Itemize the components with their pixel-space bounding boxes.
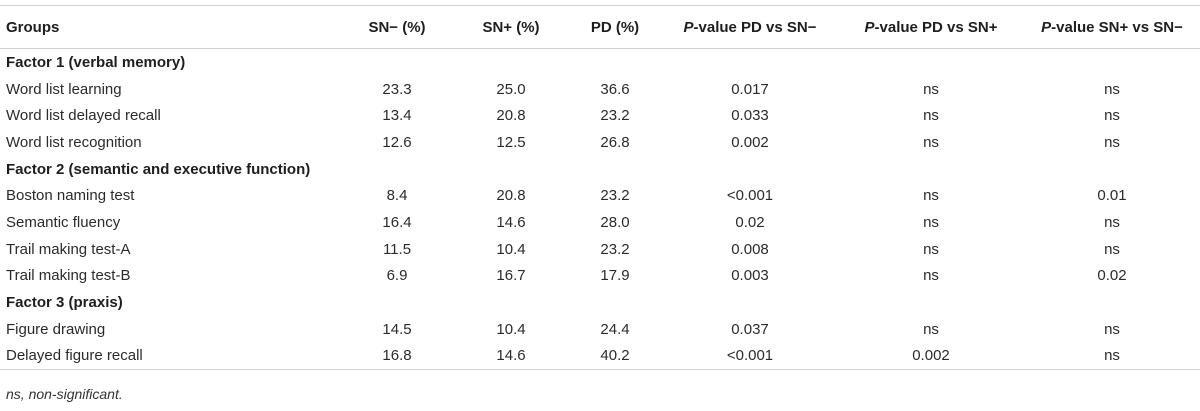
table-cell: 23.2 (600, 187, 630, 205)
table-cell: ns (1104, 213, 1120, 231)
table-cell: 0.033 (731, 107, 769, 125)
table-cell: 14.6 (454, 342, 568, 371)
table-row: Word list delayed recall 13.4 20.8 23.2 0.03… (0, 102, 1200, 129)
table-cell: 23.2 (600, 240, 630, 258)
table-cell: ns (923, 133, 939, 151)
header-sn-plus: SN+ (%) (454, 5, 568, 49)
table-cell: 25.0 (496, 80, 526, 98)
table-cell: ns (923, 240, 939, 258)
table-cell: ns (1104, 240, 1120, 258)
table-cell: <0.001 (662, 342, 838, 371)
table-cell: 16.7 (496, 267, 526, 285)
table-cell: 0.01 (1097, 187, 1127, 205)
table-cell: 12.5 (496, 133, 526, 151)
table-row: Semantic fluency 16.4 14.6 28.0 0.02 ns ns (0, 209, 1200, 236)
table-cell: ns (923, 107, 939, 125)
table-cell: 24.4 (600, 320, 630, 338)
section-header-row: Factor 1 (verbal memory) (0, 49, 1200, 76)
table-cell: ns (1104, 320, 1120, 338)
header-pd: PD (%) (568, 5, 662, 49)
table-cell: 16.4 (382, 213, 412, 231)
table-cell: 26.8 (600, 133, 630, 151)
header-pvalue-pd-vs-sn-plus-text: -value PD vs SN+ (874, 18, 998, 36)
table-cell: 0.017 (731, 80, 769, 98)
table-row: Figure drawing 14.5 10.4 24.4 0.037 ns ns (0, 316, 1200, 343)
table-cell: 23.3 (382, 80, 412, 98)
section-title: Factor 1 (verbal memory) (6, 53, 186, 71)
section-header-row: Factor 3 (praxis) (0, 289, 1200, 316)
header-groups: Groups (0, 5, 340, 49)
table-cell: ns (923, 187, 939, 205)
table-cell: 40.2 (568, 342, 662, 371)
table-cell: 20.8 (496, 187, 526, 205)
header-pvalue-pd-vs-sn-minus-text: -value PD vs SN− (693, 18, 817, 36)
row-label: Figure drawing (6, 320, 106, 338)
row-label: Boston naming test (6, 187, 135, 205)
table-cell: 23.2 (600, 107, 630, 125)
table-cell: 11.5 (382, 240, 412, 258)
header-pvalue-pd-vs-sn-minus: P-value PD vs SN− (662, 5, 838, 49)
table-cell: 28.0 (600, 213, 630, 231)
row-label: Trail making test-B (6, 267, 131, 285)
table-row: Boston naming test 8.4 20.8 23.2 <0.001 ns 0.0… (0, 182, 1200, 209)
table-row: Trail making test-B 6.9 16.7 17.9 0.003 ns 0.0… (0, 263, 1200, 290)
table-body: Factor 1 (verbal memory) Word list learni… (0, 49, 1200, 371)
table-cell: ns (1104, 133, 1120, 151)
header-pvalue-sn-plus-vs-sn-minus-text: -value SN+ vs SN− (1051, 18, 1183, 36)
table-cell: ns (1024, 342, 1200, 371)
table-cell: 0.002 (838, 342, 1024, 371)
table-cell: ns (923, 213, 939, 231)
table-cell: ns (923, 267, 939, 285)
table-cell: 0.002 (731, 133, 769, 151)
table-cell: 17.9 (600, 267, 630, 285)
table-row: Word list recognition 12.6 12.5 26.8 0.002 ns… (0, 129, 1200, 156)
table-cell: 8.4 (386, 187, 408, 205)
row-label: Word list recognition (6, 133, 142, 151)
table-cell: 13.4 (382, 107, 412, 125)
section-title: Factor 3 (praxis) (6, 294, 123, 312)
row-label: Word list learning (6, 80, 122, 98)
table-cell: <0.001 (726, 187, 774, 205)
table-cell: 0.003 (731, 267, 769, 285)
table-cell: 20.8 (496, 107, 526, 125)
table-cell: ns (1104, 107, 1120, 125)
footnote: ns, non-significant. (6, 386, 123, 402)
table-header: Groups SN− (%) SN+ (%) PD (%) P-value PD… (0, 5, 1200, 49)
table-cell: 16.8 (340, 342, 454, 371)
table-cell: 0.037 (731, 320, 769, 338)
header-row: Groups SN− (%) SN+ (%) PD (%) P-value PD… (0, 5, 1200, 49)
table-cell: ns (923, 80, 939, 98)
header-sn-minus: SN− (%) (340, 5, 454, 49)
table-cell: 10.4 (496, 320, 526, 338)
header-pvalue-pd-vs-sn-plus: P-value PD vs SN+ (838, 5, 1024, 49)
table-cell: 0.02 (1097, 267, 1127, 285)
section-title: Factor 2 (semantic and executive functio… (6, 160, 311, 178)
row-label: Delayed figure recall (0, 342, 340, 371)
row-label: Trail making test-A (6, 240, 131, 258)
table-row: Trail making test-A 11.5 10.4 23.2 0.008 ns ns (0, 236, 1200, 263)
table-cell: 0.02 (735, 213, 765, 231)
header-pvalue-sn-plus-vs-sn-minus: P-value SN+ vs SN− (1024, 5, 1200, 49)
table-cell: 14.6 (496, 213, 526, 231)
table-cell: 10.4 (496, 240, 526, 258)
table-row: Delayed figure recall 16.8 14.6 40.2 <0.001 0… (0, 342, 1200, 371)
table-cell: 12.6 (382, 133, 412, 151)
table-row: Word list learning 23.3 25.0 36.6 0.017 ns ns (0, 76, 1200, 103)
table-cell: 14.5 (382, 320, 412, 338)
row-label: Semantic fluency (6, 213, 121, 231)
table-cell: 36.6 (600, 80, 630, 98)
row-label: Word list delayed recall (6, 107, 161, 125)
section-header-row: Factor 2 (semantic and executive functio… (0, 156, 1200, 183)
table-cell: 0.008 (731, 240, 769, 258)
table-cell: ns (1104, 80, 1120, 98)
table-cell: ns (923, 320, 939, 338)
results-table: Groups SN− (%) SN+ (%) PD (%) P-value PD… (0, 5, 1200, 371)
table-cell: 6.9 (386, 267, 408, 285)
